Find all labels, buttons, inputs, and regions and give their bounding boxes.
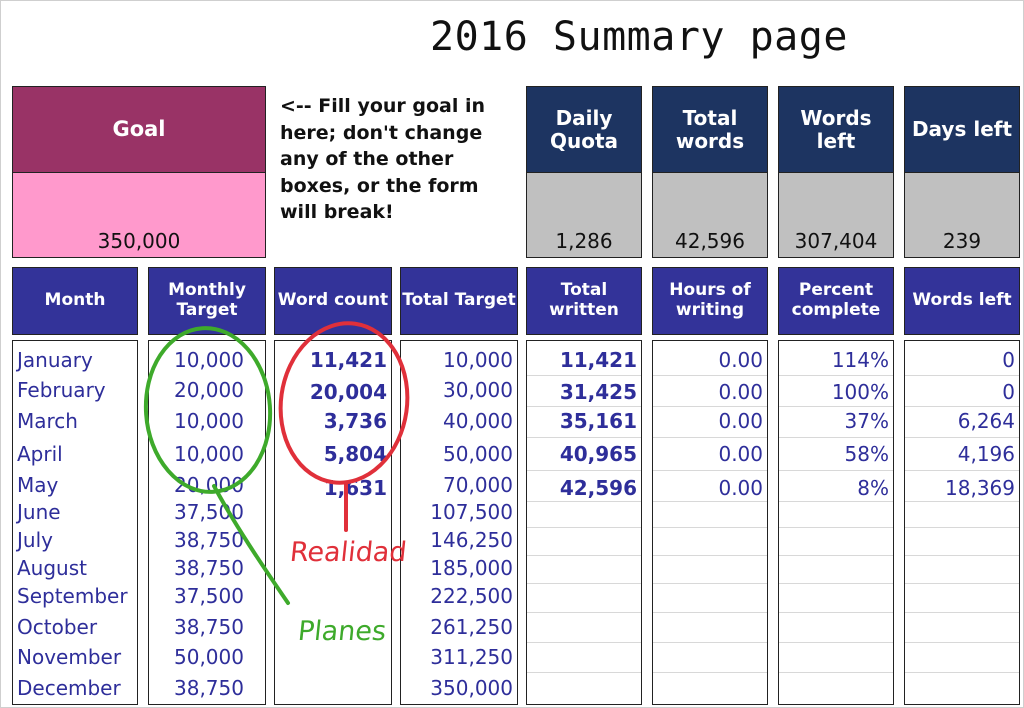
monthly-target-cell[interactable]: 10,000 bbox=[174, 409, 244, 433]
month-cell[interactable]: June bbox=[17, 500, 61, 524]
hours-cell: 0.00 bbox=[718, 380, 763, 404]
month-cell[interactable]: March bbox=[17, 409, 78, 433]
word-count-cell[interactable]: 3,736 bbox=[323, 409, 387, 433]
total-words-header: Total words bbox=[652, 86, 768, 173]
month-cell[interactable]: August bbox=[17, 556, 87, 580]
total-target-cell: 146,250 bbox=[430, 528, 513, 552]
green-pointer-line bbox=[212, 484, 290, 605]
monthly-target-cell[interactable]: 50,000 bbox=[174, 645, 244, 669]
realidad-annotation: Realidad bbox=[288, 537, 409, 568]
month-cell[interactable]: November bbox=[17, 645, 122, 669]
month-cell[interactable]: October bbox=[17, 615, 98, 639]
total-target-column: 10,000 30,000 40,000 50,000 70,000 107,5… bbox=[400, 340, 518, 705]
total-written-column: 11,421 31,425 35,161 40,965 42,596 bbox=[526, 340, 642, 705]
days-left-header: Days left bbox=[904, 86, 1020, 173]
hours-cell: 0.00 bbox=[718, 442, 763, 466]
col-header-words-left: Words left bbox=[904, 267, 1020, 335]
monthly-target-cell[interactable]: 20,000 bbox=[174, 378, 244, 402]
total-target-cell: 10,000 bbox=[443, 348, 513, 372]
total-target-cell: 50,000 bbox=[443, 442, 513, 466]
total-written-cell: 35,161 bbox=[559, 409, 637, 433]
monthly-target-cell[interactable]: 10,000 bbox=[174, 348, 244, 372]
total-written-cell: 40,965 bbox=[559, 442, 637, 466]
month-cell[interactable]: May bbox=[17, 473, 59, 497]
words-left-value: 307,404 bbox=[778, 172, 894, 258]
monthly-target-cell[interactable]: 38,750 bbox=[174, 615, 244, 639]
percent-cell: 8% bbox=[857, 476, 889, 500]
hours-of-writing-column: 0.00 0.00 0.00 0.00 0.00 bbox=[652, 340, 768, 705]
word-count-cell[interactable]: 11,421 bbox=[309, 348, 387, 372]
days-left-value: 239 bbox=[904, 172, 1020, 258]
monthly-target-cell[interactable]: 10,000 bbox=[174, 442, 244, 466]
planes-annotation: Planes bbox=[296, 616, 388, 647]
word-count-column: 11,421 20,004 3,736 5,804 1,631 bbox=[274, 340, 392, 705]
monthly-target-cell[interactable]: 38,750 bbox=[174, 556, 244, 580]
daily-quota-header: Daily Quota bbox=[526, 86, 642, 173]
col-header-monthly-target: Monthly Target bbox=[148, 267, 266, 335]
total-written-cell: 11,421 bbox=[559, 348, 637, 372]
words-left-cell: 0 bbox=[1002, 380, 1015, 404]
hours-cell: 0.00 bbox=[718, 348, 763, 372]
month-cell[interactable]: September bbox=[17, 584, 128, 608]
percent-cell: 37% bbox=[844, 409, 889, 433]
hours-cell: 0.00 bbox=[718, 476, 763, 500]
col-header-percent-complete: Percent complete bbox=[778, 267, 894, 335]
word-count-cell[interactable]: 5,804 bbox=[323, 442, 387, 466]
daily-quota-value: 1,286 bbox=[526, 172, 642, 258]
words-left-header: Words left bbox=[778, 86, 894, 173]
words-left-column: 0 0 6,264 4,196 18,369 bbox=[904, 340, 1020, 705]
total-written-cell: 42,596 bbox=[559, 476, 637, 500]
words-left-cell: 0 bbox=[1002, 348, 1015, 372]
total-target-cell: 40,000 bbox=[443, 409, 513, 433]
monthly-target-cell[interactable]: 38,750 bbox=[174, 528, 244, 552]
total-target-cell: 30,000 bbox=[443, 378, 513, 402]
month-cell[interactable]: July bbox=[17, 528, 53, 552]
green-ellipse bbox=[143, 326, 273, 494]
month-cell[interactable]: January bbox=[17, 348, 93, 372]
goal-header: Goal bbox=[12, 86, 266, 173]
month-cell[interactable]: April bbox=[17, 442, 63, 466]
words-left-cell: 6,264 bbox=[957, 409, 1015, 433]
words-left-cell: 18,369 bbox=[945, 476, 1015, 500]
total-target-cell: 185,000 bbox=[430, 556, 513, 580]
col-header-month: Month bbox=[12, 267, 138, 335]
goal-input[interactable]: 350,000 bbox=[12, 172, 266, 258]
month-cell[interactable]: February bbox=[17, 378, 106, 402]
words-left-cell: 4,196 bbox=[957, 442, 1015, 466]
total-target-cell: 222,500 bbox=[430, 584, 513, 608]
col-header-hours-of-writing: Hours of writing bbox=[652, 267, 768, 335]
hours-cell: 0.00 bbox=[718, 409, 763, 433]
col-header-total-written: Total written bbox=[526, 267, 642, 335]
total-target-cell: 70,000 bbox=[443, 473, 513, 497]
col-header-total-target: Total Target bbox=[400, 267, 518, 335]
total-written-cell: 31,425 bbox=[559, 380, 637, 404]
month-column: January February March April May June Ju… bbox=[12, 340, 138, 705]
word-count-cell[interactable]: 20,004 bbox=[309, 380, 387, 404]
monthly-target-cell[interactable]: 37,500 bbox=[174, 584, 244, 608]
page-title: 2016 Summary page bbox=[430, 14, 848, 60]
total-target-cell: 311,250 bbox=[430, 645, 513, 669]
percent-complete-column: 114% 100% 37% 58% 8% bbox=[778, 340, 894, 705]
percent-cell: 100% bbox=[831, 380, 889, 404]
total-target-cell: 261,250 bbox=[430, 615, 513, 639]
month-cell[interactable]: December bbox=[17, 676, 121, 700]
red-ellipse bbox=[278, 321, 410, 485]
percent-cell: 58% bbox=[844, 442, 889, 466]
total-words-value: 42,596 bbox=[652, 172, 768, 258]
total-target-cell: 107,500 bbox=[430, 500, 513, 524]
percent-cell: 114% bbox=[831, 348, 889, 372]
total-target-cell: 350,000 bbox=[430, 676, 513, 700]
instruction-note: <-- Fill your goal in here; don't change… bbox=[280, 95, 486, 223]
monthly-target-cell[interactable]: 38,750 bbox=[174, 676, 244, 700]
